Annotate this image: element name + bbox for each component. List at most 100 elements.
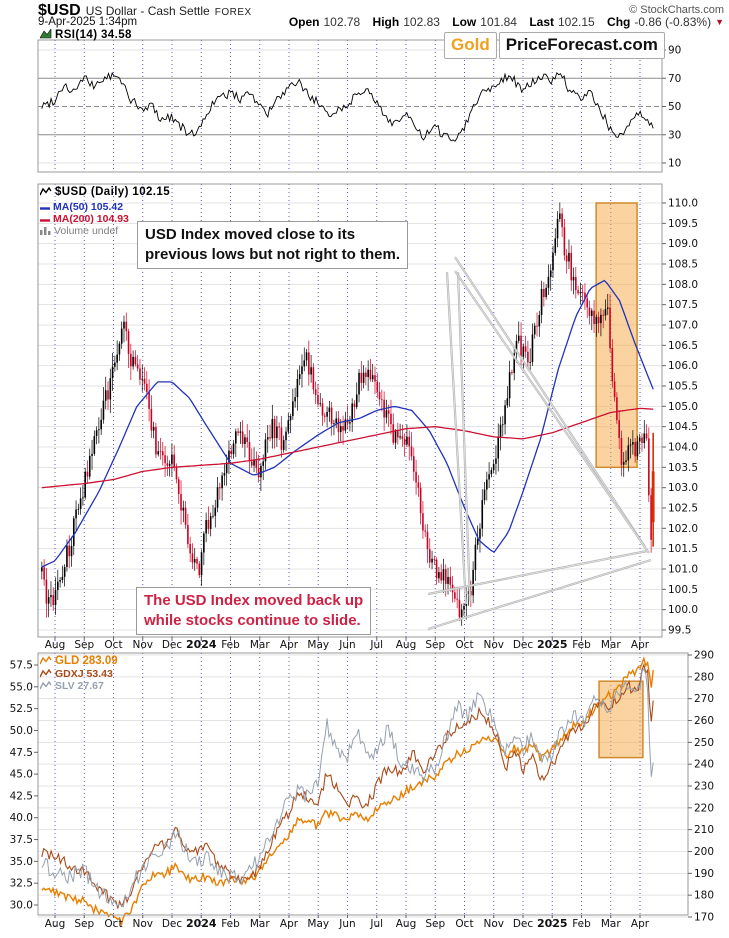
watermark-gold-label[interactable]: Gold [444, 32, 497, 59]
low-label: Low [452, 15, 477, 29]
svg-text:32.5: 32.5 [10, 878, 33, 890]
gdxj-chart-icon [39, 668, 52, 681]
svg-text:Aug: Aug [396, 639, 417, 651]
svg-text:Dec: Dec [162, 639, 183, 651]
price-legend-label: $USD (Daily) 102.15 [55, 186, 170, 198]
svg-text:107.5: 107.5 [668, 299, 698, 311]
slv-chart-icon [39, 680, 52, 693]
svg-text:10: 10 [668, 158, 681, 170]
stocks-annotation-line2: while stocks continue to slide. [144, 612, 361, 629]
svg-text:240: 240 [694, 759, 714, 771]
svg-text:Dec: Dec [162, 918, 183, 930]
chart-header: $USD US Dollar - Cash Settle FOREX [38, 2, 252, 20]
svg-text:2025: 2025 [537, 638, 568, 651]
svg-text:50: 50 [668, 101, 681, 113]
svg-text:Oct: Oct [455, 639, 473, 651]
svg-text:35.0: 35.0 [10, 856, 33, 868]
svg-text:99.5: 99.5 [668, 625, 691, 637]
svg-text:Mar: Mar [250, 918, 270, 930]
svg-text:110.0: 110.0 [668, 198, 698, 210]
svg-text:90: 90 [668, 45, 681, 57]
gld-legend: GLD 283.09 [39, 655, 118, 668]
svg-text:170: 170 [694, 912, 714, 924]
svg-text:200: 200 [694, 846, 714, 858]
ma200-line-icon [40, 214, 50, 226]
svg-text:Apr: Apr [280, 639, 299, 651]
svg-text:May: May [307, 918, 329, 930]
svg-text:2025: 2025 [537, 917, 568, 930]
exchange-label: FOREX [214, 7, 252, 18]
svg-text:Sep: Sep [74, 639, 94, 651]
quote-datetime: 9-Apr-2025 1:34pm [38, 16, 138, 28]
symbol-label: $USD [38, 2, 81, 19]
svg-text:30: 30 [668, 129, 681, 141]
svg-text:Apr: Apr [280, 918, 299, 930]
svg-text:250: 250 [694, 737, 714, 749]
ma50-line-icon [40, 202, 50, 214]
rsi-legend-label: RSI(14) 34.58 [55, 29, 132, 41]
svg-text:103.0: 103.0 [668, 482, 698, 494]
ma200-legend: MA(200) 104.93 [40, 213, 129, 226]
svg-text:Sep: Sep [425, 918, 445, 930]
last-label: Last [529, 15, 554, 29]
svg-text:260: 260 [694, 715, 714, 727]
svg-text:Aug: Aug [45, 918, 66, 930]
goldpriceforecast-watermark[interactable]: Gold PriceForecast.com [444, 32, 665, 59]
low-value: 101.84 [480, 15, 517, 29]
svg-text:Aug: Aug [45, 639, 66, 651]
svg-text:102.0: 102.0 [668, 523, 698, 535]
rsi-legend: RSI(14) 34.58 [39, 28, 132, 42]
watermark-priceforecast-label[interactable]: PriceForecast.com [498, 32, 665, 59]
svg-text:105.5: 105.5 [668, 381, 698, 393]
volume-legend: Volume undef [40, 225, 118, 238]
usd-annotation-line2: previous lows but not right to them. [145, 246, 400, 263]
svg-text:40.0: 40.0 [10, 812, 33, 824]
gdxj-legend-label: GDXJ 53.43 [55, 668, 113, 680]
svg-text:Jul: Jul [369, 639, 383, 651]
stocks-annotation-line1: The USD Index moved back up [144, 592, 364, 609]
stocks-annotation: The USD Index moved back up while stocks… [136, 587, 372, 635]
svg-text:Nov: Nov [133, 918, 154, 930]
svg-text:May: May [307, 639, 329, 651]
svg-text:109.0: 109.0 [668, 238, 698, 250]
svg-text:270: 270 [694, 693, 714, 705]
svg-text:104.0: 104.0 [668, 442, 698, 454]
svg-text:57.5: 57.5 [10, 660, 33, 672]
svg-text:Oct: Oct [455, 918, 473, 930]
ma50-legend: MA(50) 105.42 [40, 201, 123, 214]
svg-text:2024: 2024 [186, 638, 217, 651]
svg-text:Mar: Mar [250, 639, 270, 651]
svg-text:Feb: Feb [221, 639, 240, 651]
svg-text:Jul: Jul [369, 918, 383, 930]
svg-text:230: 230 [694, 781, 714, 793]
svg-text:280: 280 [694, 671, 714, 683]
last-value: 102.15 [558, 15, 595, 29]
svg-text:109.5: 109.5 [668, 218, 698, 230]
ma200-legend-label: MA(200) 104.93 [53, 213, 129, 225]
svg-text:Jun: Jun [338, 639, 355, 651]
svg-text:42.5: 42.5 [10, 790, 33, 802]
svg-text:106.5: 106.5 [668, 340, 698, 352]
svg-text:290: 290 [694, 650, 714, 662]
svg-text:100.0: 100.0 [668, 604, 698, 616]
svg-text:Oct: Oct [104, 639, 122, 651]
price-chart-icon [39, 186, 52, 199]
svg-text:2024: 2024 [186, 917, 217, 930]
stockcharts-credit: © StockCharts.com [629, 4, 724, 16]
instrument-name: US Dollar - Cash Settle [85, 4, 210, 18]
svg-text:Oct: Oct [104, 918, 122, 930]
usd-annotation-line1: USD Index moved close to its [145, 226, 356, 243]
svg-text:Feb: Feb [572, 918, 591, 930]
svg-text:210: 210 [694, 824, 714, 836]
svg-text:Apr: Apr [631, 918, 650, 930]
slv-legend: SLV 27.67 [39, 680, 104, 693]
open-value: 102.78 [323, 15, 361, 29]
volume-bars-icon [40, 226, 51, 238]
svg-text:Sep: Sep [425, 639, 445, 651]
svg-text:104.5: 104.5 [668, 421, 698, 433]
svg-text:105.0: 105.0 [668, 401, 698, 413]
svg-text:101.0: 101.0 [668, 564, 698, 576]
svg-text:220: 220 [694, 802, 714, 814]
